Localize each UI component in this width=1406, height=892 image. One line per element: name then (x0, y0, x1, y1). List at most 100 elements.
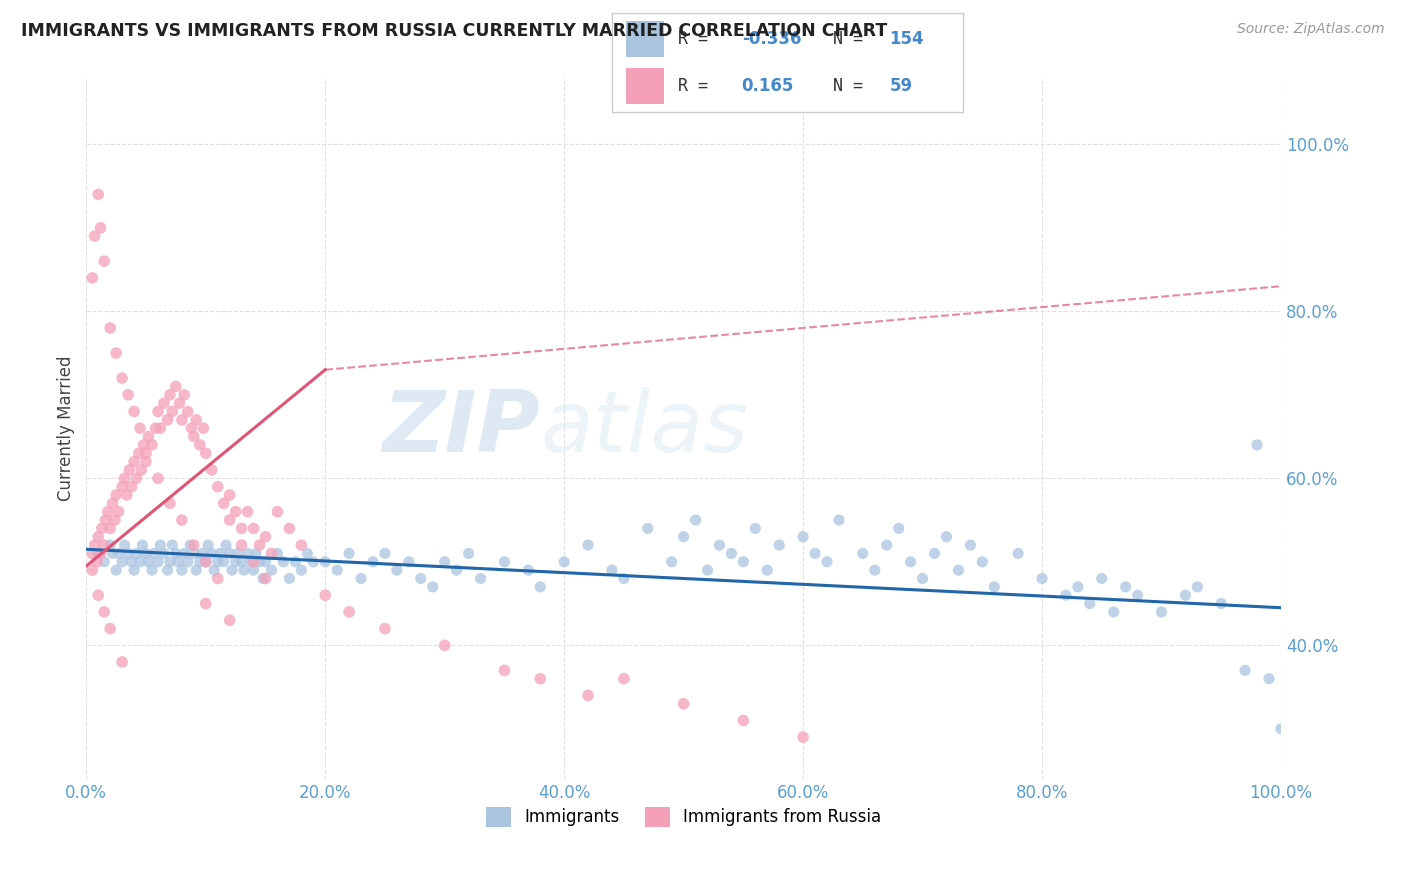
Point (433, 638, 456, 652)
Point (183, 546, 205, 560)
Point (93, 538, 115, 552)
Point (231, 555, 253, 569)
Point (194, 555, 217, 569)
Point (212, 555, 235, 569)
Point (111, 555, 134, 569)
Point (165, 546, 187, 560)
Point (194, 555, 217, 569)
Point (225, 505, 247, 519)
Point (249, 538, 271, 552)
Point (553, 555, 575, 569)
Point (170, 413, 193, 427)
Point (149, 538, 172, 552)
Point (233, 563, 256, 577)
Point (131, 538, 153, 552)
Point (1246, 438, 1268, 452)
Point (756, 563, 779, 577)
Point (297, 546, 319, 560)
Point (266, 546, 288, 560)
Point (207, 572, 229, 586)
Point (207, 555, 229, 569)
Point (105, 488, 128, 502)
Text: atlas: atlas (540, 386, 748, 470)
Point (422, 580, 444, 594)
Point (685, 513, 707, 527)
Point (159, 388, 181, 402)
Point (177, 404, 200, 418)
Point (128, 446, 150, 460)
Point (218, 546, 240, 560)
Point (180, 421, 202, 435)
Point (122, 454, 145, 468)
Y-axis label: Currently Married: Currently Married (58, 355, 75, 501)
Point (948, 563, 970, 577)
Point (135, 546, 157, 560)
Point (613, 572, 636, 586)
Point (153, 546, 176, 560)
Point (314, 555, 336, 569)
Point (398, 555, 420, 569)
Point (138, 429, 160, 443)
Point (1102, 605, 1125, 619)
Point (98, 538, 121, 552)
Point (733, 714, 755, 728)
Point (1054, 588, 1077, 602)
Point (98, 622, 121, 636)
Point (212, 496, 235, 510)
Point (576, 689, 599, 703)
Point (361, 555, 384, 569)
Point (93, 605, 115, 619)
Point (122, 563, 145, 577)
FancyBboxPatch shape (626, 69, 665, 103)
Text: R =: R = (678, 30, 718, 48)
Point (90, 521, 112, 535)
Point (129, 421, 152, 435)
Point (231, 538, 253, 552)
Point (792, 730, 814, 744)
Point (162, 404, 184, 418)
Point (186, 563, 208, 577)
Point (385, 563, 408, 577)
Point (290, 538, 312, 552)
Point (959, 538, 981, 552)
Point (107, 505, 129, 519)
Point (98, 321, 121, 335)
Point (90, 220, 112, 235)
Point (135, 454, 157, 468)
Point (374, 622, 396, 636)
Point (804, 546, 827, 560)
Point (446, 563, 468, 577)
Point (1067, 580, 1090, 594)
Text: -0.336: -0.336 (742, 30, 801, 48)
Point (249, 555, 271, 569)
Point (107, 546, 129, 560)
Point (83, 229, 105, 244)
Point (1187, 580, 1209, 594)
Point (156, 563, 179, 577)
Point (254, 555, 277, 569)
Point (118, 463, 141, 477)
Point (1126, 588, 1149, 602)
Point (87, 546, 110, 560)
Point (121, 480, 143, 494)
Legend: Immigrants, Immigrants from Russia: Immigrants, Immigrants from Russia (479, 800, 887, 834)
Text: IMMIGRANTS VS IMMIGRANTS FROM RUSSIA CURRENTLY MARRIED CORRELATION CHART: IMMIGRANTS VS IMMIGRANTS FROM RUSSIA CUR… (21, 22, 887, 40)
Point (111, 371, 134, 385)
Point (101, 546, 124, 560)
Point (105, 563, 128, 577)
Point (236, 505, 259, 519)
Point (201, 546, 224, 560)
Point (82, 271, 104, 285)
Text: 59: 59 (890, 77, 912, 95)
Point (266, 505, 288, 519)
Point (121, 555, 143, 569)
Point (135, 446, 157, 460)
Point (828, 513, 851, 527)
Point (179, 538, 201, 552)
Point (911, 572, 934, 586)
Point (1007, 546, 1029, 560)
Point (169, 396, 191, 410)
Point (159, 555, 181, 569)
Point (177, 555, 200, 569)
Point (245, 546, 267, 560)
